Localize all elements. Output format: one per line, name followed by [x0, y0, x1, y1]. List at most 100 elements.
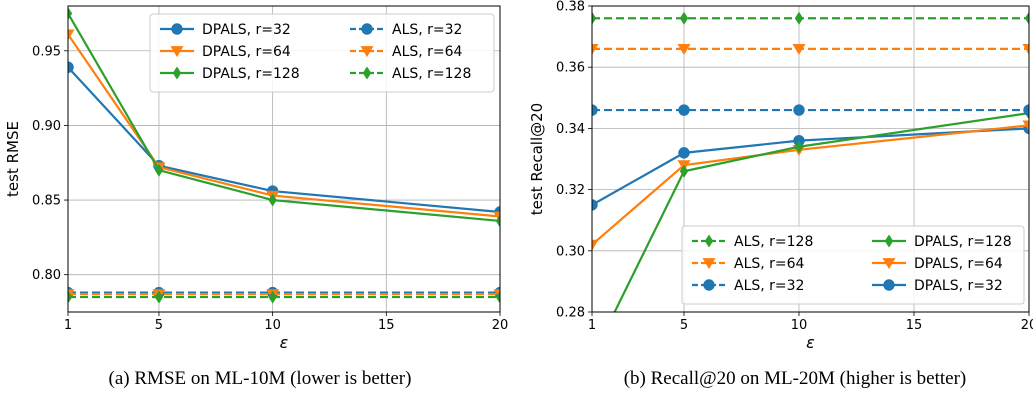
data-point [154, 163, 164, 177]
data-point [1022, 43, 1029, 56]
x-tick-label: 20 [1021, 318, 1033, 333]
legend-item-als-r-128: ALS, r=128 [350, 66, 471, 82]
data-point [794, 11, 804, 25]
series-als-r-128 [68, 290, 500, 304]
series-als-r-64 [68, 289, 500, 301]
legend-box [681, 225, 1025, 305]
legend-marker [171, 23, 183, 35]
data-point [268, 290, 277, 304]
plot-area [588, 11, 1029, 364]
y-tick-label: 0.36 [556, 61, 585, 76]
plot-frame [67, 5, 501, 313]
legend-label: DPALS, r=128 [914, 234, 1012, 250]
data-point [68, 290, 73, 304]
x-tick-label: 5 [155, 318, 163, 333]
y-tick-label: 0.34 [556, 122, 585, 137]
data-point [592, 239, 599, 251]
x-tick-label: 15 [906, 318, 923, 333]
data-point [592, 104, 598, 116]
legend-marker [703, 279, 715, 291]
legend-label: DPALS, r=128 [202, 66, 300, 82]
x-tick-label: 10 [791, 318, 808, 333]
data-point [68, 289, 75, 301]
data-point [495, 290, 500, 304]
y-tick-label: 0.85 [32, 194, 61, 209]
legend-marker [704, 234, 714, 248]
y-axis-label: test RMSE [4, 121, 22, 197]
legend-marker [882, 258, 896, 270]
legend-item-als-r-128: ALS, r=128 [692, 234, 813, 250]
data-point [677, 43, 691, 56]
legend-item-dpals-r-32: DPALS, r=32 [160, 22, 291, 38]
x-tick-label: 1 [64, 318, 72, 333]
data-point [495, 214, 500, 228]
plot-area [68, 6, 500, 304]
data-point [493, 289, 500, 301]
legend-box [149, 13, 495, 93]
data-point [792, 43, 806, 56]
caption-recall: (b) Recall@20 on ML-20M (higher is bette… [623, 368, 967, 389]
x-axis-label: ε [806, 333, 815, 352]
legend-label: ALS, r=128 [734, 234, 813, 250]
y-tick-label: 0.38 [556, 0, 585, 15]
x-tick-label: 20 [492, 318, 509, 333]
legend-marker [362, 66, 372, 80]
data-point [679, 11, 689, 25]
series-dpals-r-32 [592, 122, 1029, 211]
legend-marker [884, 234, 894, 248]
series-line-dpals-r-128 [613, 112, 1029, 312]
series-als-r-64 [592, 43, 1029, 56]
caption-rmse: (a) RMSE on ML-10M (lower is better) [108, 368, 412, 389]
legend-item-dpals-r-64: DPALS, r=64 [872, 256, 1003, 272]
data-point [592, 199, 598, 211]
legend-label: ALS, r=32 [392, 22, 462, 38]
x-tick-label: 1 [588, 318, 596, 333]
data-point [154, 290, 164, 304]
series-line-dpals-r-32 [592, 127, 1029, 206]
data-point [1024, 11, 1029, 25]
data-point [588, 351, 596, 364]
x-tick-label: 10 [264, 318, 281, 333]
legend-label: DPALS, r=64 [914, 256, 1003, 272]
data-point [592, 11, 597, 25]
legend-item-als-r-64: ALS, r=64 [692, 256, 805, 272]
y-tick-label: 0.28 [556, 306, 585, 321]
data-point [678, 104, 690, 116]
y-tick-label: 0.80 [32, 268, 61, 283]
y-tick-label: 0.30 [556, 244, 585, 259]
data-point [794, 140, 804, 154]
data-point [678, 147, 690, 159]
data-point [592, 43, 599, 56]
legend-marker [702, 258, 716, 270]
legend-item-dpals-r-64: DPALS, r=64 [160, 44, 291, 60]
legend: DPALS, r=32 DPALS, r=64 DPALS, r=128 ALS, r… [149, 13, 495, 93]
legend-item-dpals-r-128: DPALS, r=128 [872, 234, 1012, 250]
legend-label: DPALS, r=32 [202, 22, 291, 38]
legend-item-als-r-64: ALS, r=64 [350, 44, 463, 60]
legend-label: ALS, r=64 [734, 256, 805, 272]
legend-label: ALS, r=64 [392, 44, 463, 60]
legend-marker [170, 46, 184, 58]
legend-item-dpals-r-128: DPALS, r=128 [160, 66, 300, 82]
data-point [68, 29, 75, 41]
series-line-dpals-r-128 [68, 12, 500, 223]
data-point [68, 6, 73, 20]
data-point [1022, 120, 1029, 132]
x-axis-label: ε [280, 333, 289, 352]
legend-marker [360, 46, 374, 58]
x-tick-label: 5 [680, 318, 688, 333]
data-point [268, 193, 277, 207]
series-line-dpals-r-64 [68, 33, 500, 218]
y-tick-label: 0.95 [32, 44, 61, 59]
y-tick-label: 0.32 [556, 183, 585, 198]
data-point [793, 104, 805, 116]
legend-marker [361, 23, 373, 35]
legend-label: DPALS, r=64 [202, 44, 291, 60]
y-axis-label: test Recall@20 [528, 103, 546, 215]
legend-marker [172, 66, 182, 80]
data-point [679, 164, 689, 178]
legend-item-als-r-32: ALS, r=32 [692, 278, 804, 294]
